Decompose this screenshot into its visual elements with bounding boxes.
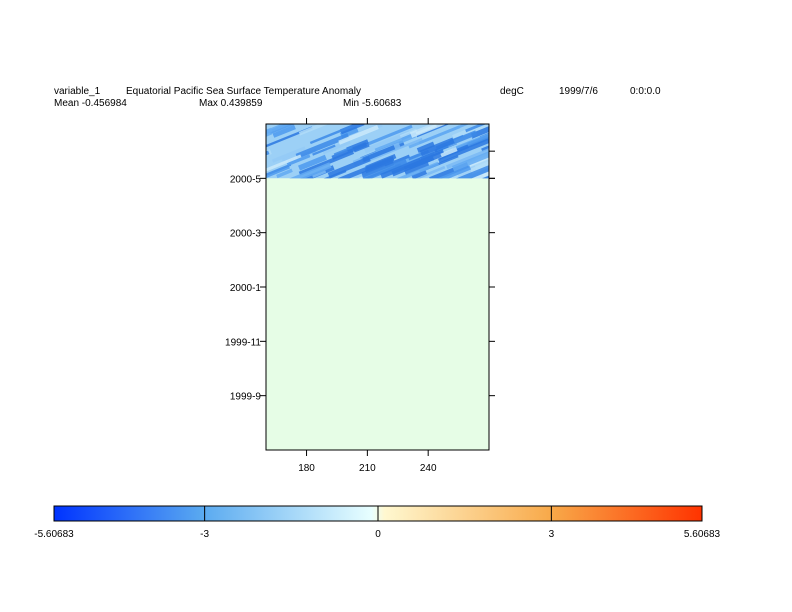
time-label: 0:0:0.0 bbox=[630, 86, 661, 97]
heatmap-streak bbox=[502, 157, 523, 168]
heatmap-streak bbox=[415, 124, 437, 135]
heatmap-streak bbox=[437, 138, 489, 164]
heatmap-streak bbox=[367, 124, 413, 146]
mean-stat: Mean -0.456984 bbox=[54, 98, 127, 109]
heatmap-streak bbox=[399, 128, 418, 138]
heatmap-streak bbox=[266, 150, 270, 167]
heatmap-streak bbox=[225, 130, 263, 149]
heatmap-streak bbox=[338, 124, 379, 145]
heatmap-streak bbox=[452, 161, 489, 179]
heatmap-streak bbox=[471, 160, 489, 179]
heatmap-streak bbox=[337, 156, 395, 179]
heatmap-streak bbox=[327, 156, 371, 178]
heatmap-streak bbox=[418, 124, 471, 145]
heatmap-streak bbox=[212, 117, 244, 132]
heatmap-streak bbox=[353, 142, 370, 153]
heatmap-streak bbox=[496, 157, 539, 178]
heatmap-streak bbox=[312, 170, 327, 178]
heatmap-streak bbox=[295, 133, 350, 159]
heatmap-streak bbox=[271, 146, 306, 163]
heatmap-streak bbox=[363, 130, 411, 154]
x-tick-label: 240 bbox=[420, 463, 437, 474]
heatmap-streak bbox=[216, 155, 253, 173]
heatmap-streak bbox=[446, 147, 489, 170]
heatmap-streak bbox=[276, 168, 293, 179]
date-label: 1999/7/6 bbox=[559, 86, 598, 97]
heatmap-streak bbox=[465, 124, 489, 133]
heatmap-streak bbox=[322, 139, 351, 155]
y-tick-label: 1999-9 bbox=[230, 392, 262, 403]
heatmap-streak bbox=[497, 152, 538, 172]
x-tick-label: 210 bbox=[359, 463, 376, 474]
heatmap-streak bbox=[230, 151, 263, 166]
x-tick-label: 180 bbox=[298, 463, 315, 474]
heatmap-streak bbox=[286, 154, 311, 167]
heatmap-streak bbox=[404, 160, 430, 176]
heatmap-band bbox=[205, 117, 548, 179]
variable-name: variable_1 bbox=[54, 86, 101, 97]
heatmap-streak bbox=[309, 125, 352, 145]
heatmap-streak bbox=[333, 146, 353, 156]
heatmap-streak bbox=[397, 161, 439, 179]
heatmap-streak bbox=[214, 151, 239, 165]
y-tick-label: 1999-11 bbox=[225, 337, 261, 348]
heatmap-streak bbox=[298, 154, 327, 171]
heatmap-streak bbox=[362, 158, 408, 179]
colorbar-tick-label: 3 bbox=[549, 529, 555, 540]
heatmap-streak bbox=[272, 124, 296, 138]
heatmap-streak bbox=[499, 158, 531, 173]
heatmap-streak bbox=[452, 150, 489, 172]
heatmap-streak bbox=[432, 165, 472, 179]
heatmap-streak bbox=[496, 147, 524, 162]
heatmap-streak bbox=[279, 162, 332, 179]
heatmap-streak bbox=[409, 165, 446, 179]
y-tick-label: 2000-5 bbox=[230, 174, 262, 185]
max-stat: Max 0.439859 bbox=[199, 98, 263, 109]
heatmap-streak bbox=[450, 156, 489, 179]
chart-title: Equatorial Pacific Sea Surface Temperatu… bbox=[126, 86, 361, 97]
heatmap-streak bbox=[266, 153, 267, 174]
colorbar-tick-label: -3 bbox=[200, 529, 209, 540]
colorbar-tick-label: 5.60683 bbox=[684, 529, 721, 540]
heatmap-streak bbox=[266, 124, 267, 134]
heatmap-streak bbox=[266, 163, 292, 179]
heatmap-streak bbox=[362, 145, 396, 162]
colorbar-tick-label: 0 bbox=[375, 529, 381, 540]
heatmap-streak bbox=[309, 169, 347, 179]
heatmap-streak bbox=[482, 155, 489, 178]
heatmap-streak bbox=[506, 125, 548, 145]
y-tick-label: 2000-3 bbox=[230, 229, 262, 240]
heatmap-streak bbox=[223, 122, 251, 138]
heatmap-streak bbox=[490, 164, 513, 177]
units-label: degC bbox=[500, 86, 524, 97]
heatmap-streak bbox=[312, 144, 336, 156]
heatmap-streak bbox=[209, 118, 262, 141]
heatmap-streak bbox=[206, 150, 258, 173]
heatmap-streak bbox=[403, 159, 422, 170]
heatmap-streak bbox=[419, 151, 442, 165]
heatmap-streak bbox=[366, 137, 423, 163]
y-tick-label: 2000-1 bbox=[230, 283, 262, 294]
heatmap-streak bbox=[467, 132, 489, 146]
heatmap-streak bbox=[419, 137, 455, 157]
min-stat: Min -5.60683 bbox=[343, 98, 402, 109]
heatmap-streak bbox=[339, 124, 365, 135]
heatmap-streak bbox=[380, 157, 422, 179]
colorbar-tick-label: -5.60683 bbox=[34, 529, 74, 540]
heatmap-streak bbox=[266, 154, 302, 176]
heatmap-streak bbox=[266, 124, 310, 140]
heatmap-streak bbox=[234, 134, 250, 145]
heatmap-streak bbox=[205, 142, 254, 165]
heatmap-streak bbox=[470, 124, 489, 139]
heatmap-streak bbox=[266, 166, 290, 179]
